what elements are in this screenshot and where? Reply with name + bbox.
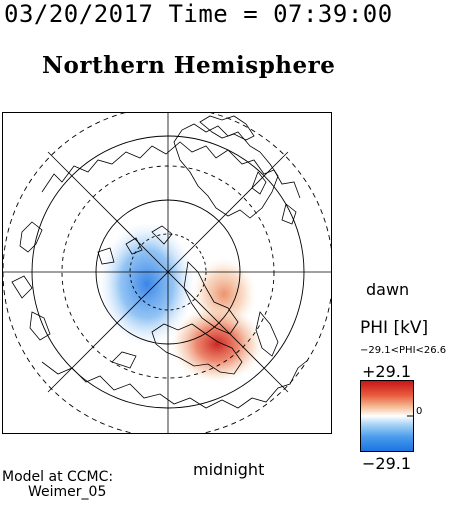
time-title: 03/20/2017 Time = 07:39:00 bbox=[4, 0, 393, 28]
colorbar-zero-label: 0 bbox=[416, 406, 423, 417]
model-line-2: Weimer_05 bbox=[28, 484, 107, 500]
negative-potential-cell bbox=[99, 222, 195, 346]
colorbar-max-label: +29.1 bbox=[362, 362, 412, 381]
colorbar-gradient bbox=[361, 381, 413, 451]
model-line-1: Model at CCMC: bbox=[2, 469, 114, 485]
midnight-label: midnight bbox=[193, 460, 265, 479]
model-label: Model at CCMC: Weimer_05 bbox=[2, 470, 113, 500]
colorbar bbox=[360, 380, 414, 452]
coastlines bbox=[11, 115, 309, 409]
phi-range: −29.1<PHI<26.6 bbox=[360, 345, 447, 356]
positive-potential-cell bbox=[171, 306, 263, 382]
dawn-label: dawn bbox=[366, 280, 410, 299]
meridian-lines bbox=[2, 112, 332, 434]
colorbar-min-label: −29.1 bbox=[362, 454, 412, 473]
polar-potential-map bbox=[2, 112, 332, 434]
phi-title: PHI [kV] bbox=[360, 318, 429, 338]
hemisphere-title: Northern Hemisphere bbox=[42, 52, 336, 79]
